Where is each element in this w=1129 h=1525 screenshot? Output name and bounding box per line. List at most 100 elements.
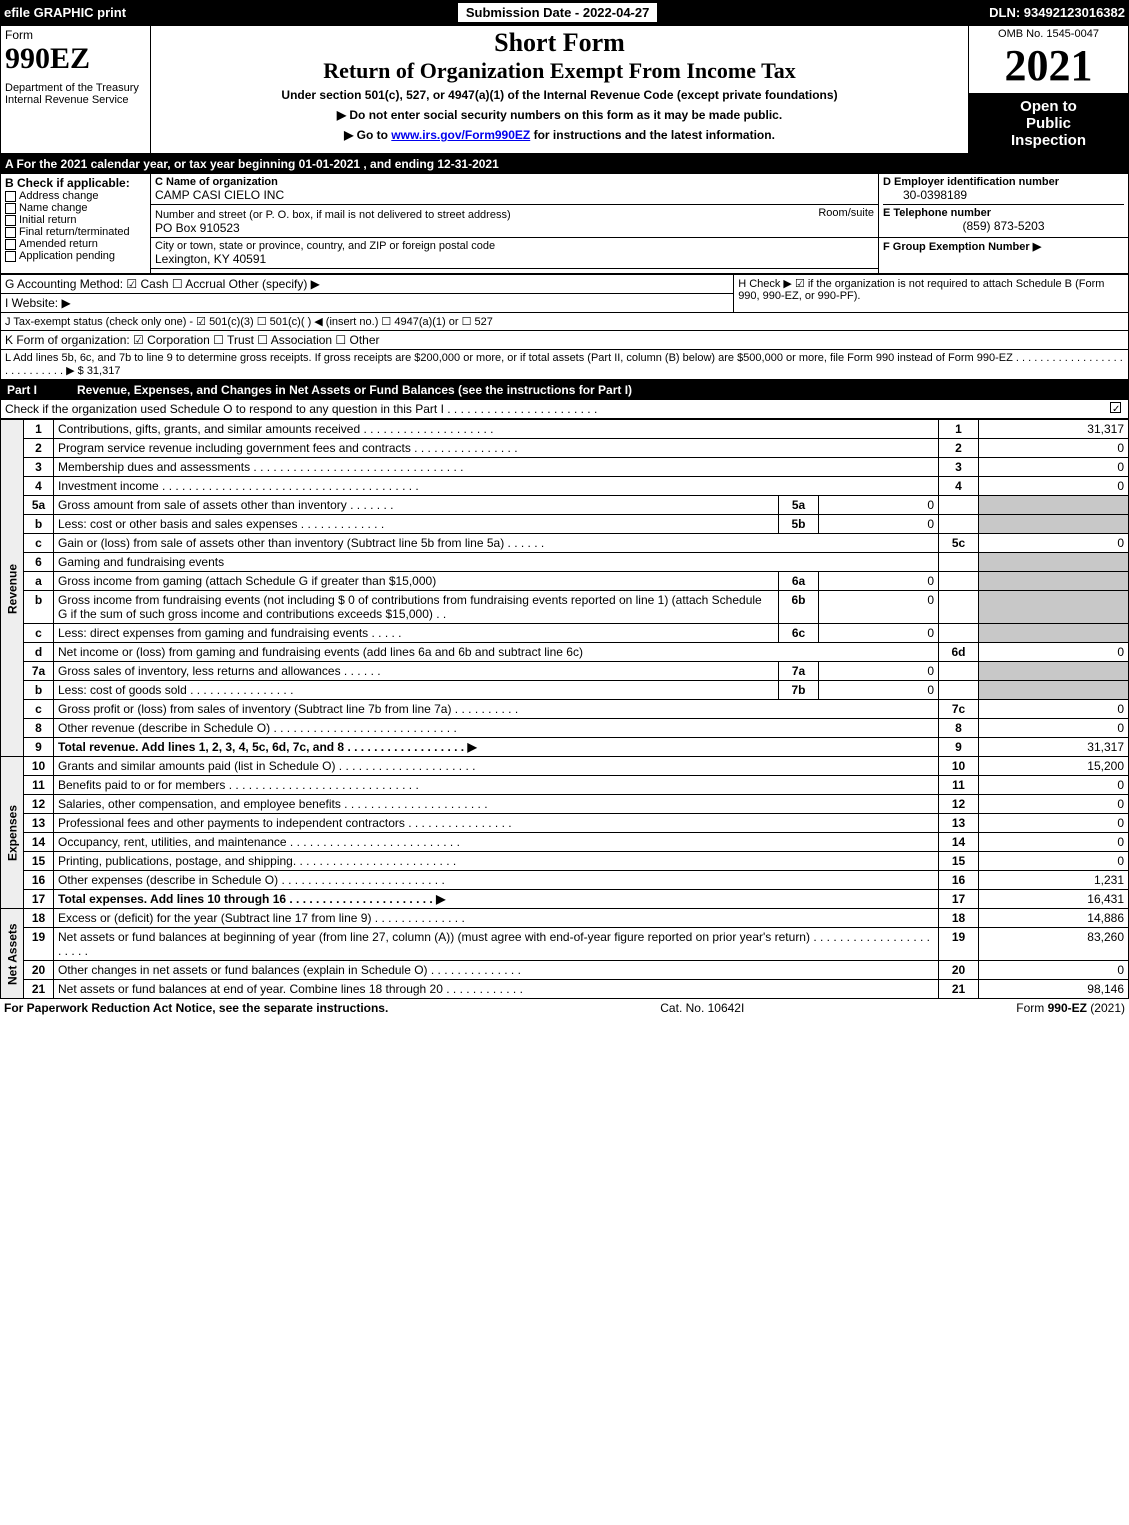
line-amt: 0 bbox=[979, 852, 1129, 871]
line-amt: 15,200 bbox=[979, 757, 1129, 776]
line-11: 11Benefits paid to or for members . . . … bbox=[1, 776, 1129, 795]
shade-box bbox=[939, 572, 979, 591]
line-box: 20 bbox=[939, 961, 979, 980]
line-text: Other expenses (describe in Schedule O) … bbox=[54, 871, 939, 890]
line-num: c bbox=[24, 624, 54, 643]
goto-note: ▶ Go to www.irs.gov/Form990EZ for instru… bbox=[155, 128, 964, 142]
line-5c: cGain or (loss) from sale of assets othe… bbox=[1, 534, 1129, 553]
checkbox-pending[interactable] bbox=[5, 251, 16, 262]
line-14: 14Occupancy, rent, utilities, and mainte… bbox=[1, 833, 1129, 852]
line-box: 1 bbox=[939, 420, 979, 439]
line-box: 19 bbox=[939, 928, 979, 961]
mid-val: 0 bbox=[819, 496, 939, 515]
line-amt: 31,317 bbox=[979, 738, 1129, 757]
line-text: Gross income from gaming (attach Schedul… bbox=[54, 572, 779, 591]
b-opt-5[interactable]: Application pending bbox=[5, 250, 146, 262]
vert-expenses: Expenses bbox=[1, 757, 24, 909]
cat-no: Cat. No. 10642I bbox=[660, 1001, 744, 1015]
line-num: 18 bbox=[24, 909, 54, 928]
line-num: 6 bbox=[24, 553, 54, 572]
shade-amt bbox=[979, 624, 1129, 643]
line-13: 13Professional fees and other payments t… bbox=[1, 814, 1129, 833]
h-cell: H Check ▶ ☑ if the organization is not r… bbox=[734, 275, 1129, 313]
part1-check: Check if the organization used Schedule … bbox=[1, 400, 1129, 419]
shade-amt bbox=[979, 681, 1129, 700]
line-num: 17 bbox=[24, 890, 54, 909]
part1-title: Revenue, Expenses, and Changes in Net As… bbox=[71, 381, 1129, 400]
under-section: Under section 501(c), 527, or 4947(a)(1)… bbox=[155, 88, 964, 102]
irs-label: Internal Revenue Service bbox=[5, 94, 146, 106]
line-num: b bbox=[24, 515, 54, 534]
c-street-label: Number and street (or P. O. box, if mail… bbox=[155, 209, 511, 221]
line-amt: 0 bbox=[979, 477, 1129, 496]
line-18: Net Assets18Excess or (deficit) for the … bbox=[1, 909, 1129, 928]
main-title: Return of Organization Exempt From Incom… bbox=[155, 58, 964, 84]
mid-box: 5b bbox=[779, 515, 819, 534]
checkbox-address-change[interactable] bbox=[5, 191, 16, 202]
k-cell: K Form of organization: ☑ Corporation ☐ … bbox=[1, 331, 1129, 350]
line-16: 16Other expenses (describe in Schedule O… bbox=[1, 871, 1129, 890]
c-name-label: C Name of organization bbox=[155, 176, 874, 188]
efile-print[interactable]: efile GRAPHIC print bbox=[4, 5, 126, 20]
shade-box bbox=[939, 515, 979, 534]
line-text: Program service revenue including govern… bbox=[54, 439, 939, 458]
line-6d: dNet income or (loss) from gaming and fu… bbox=[1, 643, 1129, 662]
d-label: D Employer identification number bbox=[883, 176, 1124, 188]
line-box: 7c bbox=[939, 700, 979, 719]
b-opt-0[interactable]: Address change bbox=[5, 190, 146, 202]
shade-box bbox=[939, 496, 979, 515]
b-opt-3[interactable]: Final return/terminated bbox=[5, 226, 146, 238]
de-cell: D Employer identification number 30-0398… bbox=[879, 174, 1129, 238]
line-text: Benefits paid to or for members . . . . … bbox=[54, 776, 939, 795]
page-footer: For Paperwork Reduction Act Notice, see … bbox=[0, 999, 1129, 1017]
shade-amt bbox=[979, 591, 1129, 624]
line-box: 17 bbox=[939, 890, 979, 909]
line-5b: bLess: cost or other basis and sales exp… bbox=[1, 515, 1129, 534]
l-cell: L Add lines 5b, 6c, and 7b to line 9 to … bbox=[1, 350, 1129, 380]
line-amt: 0 bbox=[979, 458, 1129, 477]
checkbox-amended[interactable] bbox=[5, 239, 16, 250]
c-name-cell: C Name of organization CAMP CASI CIELO I… bbox=[151, 174, 879, 205]
line-box: 14 bbox=[939, 833, 979, 852]
line-6a: aGross income from gaming (attach Schedu… bbox=[1, 572, 1129, 591]
checkbox-name-change[interactable] bbox=[5, 203, 16, 214]
line-text: Net income or (loss) from gaming and fun… bbox=[54, 643, 939, 662]
b-label: B Check if applicable: bbox=[5, 176, 146, 190]
part1-label: Part I bbox=[1, 381, 71, 400]
b-opt-2[interactable]: Initial return bbox=[5, 214, 146, 226]
tax-year: 2021 bbox=[973, 40, 1124, 91]
line-text: Printing, publications, postage, and shi… bbox=[54, 852, 939, 871]
part1-header: Part I Revenue, Expenses, and Changes in… bbox=[0, 380, 1129, 419]
form-id-cell: Form 990EZ Department of the Treasury In… bbox=[1, 26, 151, 154]
line-text: Contributions, gifts, grants, and simila… bbox=[54, 420, 939, 439]
line-num: b bbox=[24, 681, 54, 700]
mid-box: 6c bbox=[779, 624, 819, 643]
mid-val: 0 bbox=[819, 515, 939, 534]
shade-amt bbox=[979, 515, 1129, 534]
line-num: 2 bbox=[24, 439, 54, 458]
checkbox-initial-return[interactable] bbox=[5, 215, 16, 226]
mid-val: 0 bbox=[819, 681, 939, 700]
vert-revenue: Revenue bbox=[1, 420, 24, 757]
c-street-cell: Number and street (or P. O. box, if mail… bbox=[151, 205, 879, 238]
b-opt-1[interactable]: Name change bbox=[5, 202, 146, 214]
form-word: Form bbox=[5, 28, 146, 42]
efile-header-bar: efile GRAPHIC print Submission Date - 20… bbox=[0, 0, 1129, 25]
section-gl: G Accounting Method: ☑ Cash ☐ Accrual Ot… bbox=[0, 274, 1129, 380]
line-num: 16 bbox=[24, 871, 54, 890]
line-amt: 0 bbox=[979, 814, 1129, 833]
line-17: 17Total expenses. Add lines 10 through 1… bbox=[1, 890, 1129, 909]
line-box: 15 bbox=[939, 852, 979, 871]
checkbox-final-return[interactable] bbox=[5, 227, 16, 238]
title-center: Short Form Return of Organization Exempt… bbox=[151, 26, 969, 154]
checkbox-schedule-o[interactable] bbox=[1110, 402, 1121, 413]
line-text: Professional fees and other payments to … bbox=[54, 814, 939, 833]
line-text: Gross income from fundraising events (no… bbox=[54, 591, 779, 624]
line-text: Excess or (deficit) for the year (Subtra… bbox=[54, 909, 939, 928]
irs-link[interactable]: www.irs.gov/Form990EZ bbox=[391, 128, 530, 142]
line-box: 2 bbox=[939, 439, 979, 458]
section-b: B Check if applicable: Address change Na… bbox=[1, 174, 151, 274]
b-opt-4[interactable]: Amended return bbox=[5, 238, 146, 250]
line-amt: 0 bbox=[979, 534, 1129, 553]
line-7c: cGross profit or (loss) from sales of in… bbox=[1, 700, 1129, 719]
